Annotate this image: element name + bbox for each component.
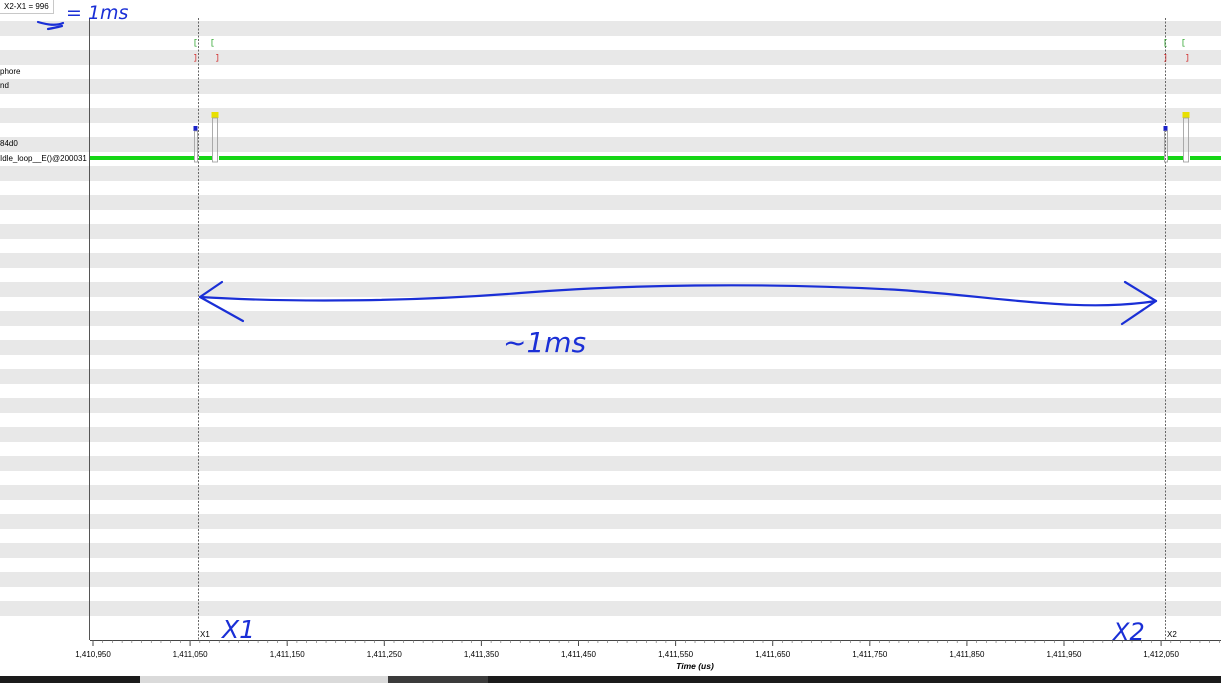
- handwritten-annotations: [36, 20, 1158, 326]
- row-stripe: [0, 340, 1221, 355]
- time-tick-label: 1,411,650: [755, 650, 791, 659]
- time-tick-label: 1,411,350: [463, 650, 499, 659]
- row-stripes: [0, 21, 1221, 616]
- idle-loop-trace-segment[interactable]: [1168, 156, 1183, 160]
- row-stripe: [0, 282, 1221, 297]
- time-axis-minor-ticks: [92, 640, 1220, 646]
- row-stripe: [0, 427, 1221, 442]
- row-label-semaphore[interactable]: phore: [0, 67, 21, 76]
- horizontal-scrollbar-segment: [388, 676, 488, 683]
- handwritten-arrow-icon: [36, 20, 65, 31]
- blue-task-marker[interactable]: [193, 126, 198, 131]
- red-bracket-marker[interactable]: ]: [193, 54, 198, 63]
- row-stripe: [0, 456, 1221, 471]
- task-pulse-outline[interactable]: [1164, 130, 1168, 163]
- idle-loop-trace-segment[interactable]: [219, 156, 1164, 160]
- row-stripe: [0, 166, 1221, 181]
- horizontal-scrollbar-thumb[interactable]: [140, 676, 388, 683]
- time-axis-title: Time (us): [676, 661, 714, 671]
- time-tick-label: 1,411,450: [561, 650, 596, 659]
- yellow-task-marker[interactable]: [1182, 112, 1190, 118]
- row-stripe: [0, 195, 1221, 210]
- horizontal-scrollbar-track[interactable]: [0, 676, 1221, 683]
- row-stripe: [0, 514, 1221, 529]
- time-tick-label: 1,411,250: [366, 650, 402, 659]
- green-bracket-marker[interactable]: [: [210, 39, 215, 48]
- row-stripe: [0, 485, 1221, 500]
- row-label-nd[interactable]: nd: [0, 81, 9, 90]
- cursor-x2-label[interactable]: X2: [1167, 630, 1177, 639]
- handwritten-arrowhead-right-icon: [1120, 280, 1158, 326]
- handwritten-x1-note: X1: [220, 615, 255, 644]
- task-pulse-outline[interactable]: [1183, 117, 1189, 163]
- time-tick-label: 1,411,150: [269, 650, 305, 659]
- red-bracket-marker[interactable]: ]: [215, 54, 220, 63]
- task-pulse-outline[interactable]: [212, 117, 218, 163]
- yellow-task-marker[interactable]: [211, 112, 219, 118]
- time-tick-label: 1,411,850: [949, 650, 985, 659]
- row-stripe: [0, 369, 1221, 384]
- blue-task-marker[interactable]: [1163, 126, 1168, 131]
- row-label-idle-loop[interactable]: Idle_loop__E()@200031: [0, 154, 87, 163]
- row-stripe: [0, 21, 1221, 36]
- row-stripe: [0, 50, 1221, 65]
- time-tick-label: 1,412,050: [1143, 650, 1179, 659]
- cursor-x1-label[interactable]: X1: [200, 630, 210, 639]
- time-tick-label: 1,410,950: [75, 650, 111, 659]
- time-tick-label: 1,411,050: [172, 650, 208, 659]
- row-stripe: [0, 79, 1221, 94]
- row-stripe: [0, 398, 1221, 413]
- row-stripe: [0, 137, 1221, 152]
- idle-loop-trace-segment[interactable]: [199, 156, 212, 160]
- cursor-delta-readout: X2-X1 = 996: [0, 0, 54, 14]
- red-bracket-marker[interactable]: ]: [1163, 54, 1168, 63]
- task-pulse-outline[interactable]: [194, 130, 198, 163]
- row-stripe: [0, 572, 1221, 587]
- row-stripe: [0, 311, 1221, 326]
- idle-loop-trace-segment[interactable]: [1190, 156, 1221, 160]
- green-bracket-marker[interactable]: [: [193, 39, 198, 48]
- idle-loop-trace-segment[interactable]: [90, 156, 194, 160]
- row-stripe: [0, 601, 1221, 616]
- handwritten-span-note: ~1ms: [503, 326, 586, 359]
- row-stripe: [0, 543, 1221, 558]
- handwritten-span-arrow-icon: [198, 284, 1158, 307]
- row-stripe: [0, 108, 1221, 123]
- green-bracket-marker[interactable]: [: [1181, 39, 1186, 48]
- green-bracket-marker[interactable]: [: [1163, 39, 1168, 48]
- row-stripe: [0, 253, 1221, 268]
- handwritten-x2-note: X2: [1111, 618, 1145, 646]
- time-tick-label: 1,411,750: [852, 650, 888, 659]
- row-stripe: [0, 224, 1221, 239]
- handwritten-equals-note: = 1ms: [66, 2, 129, 24]
- handwritten-arrowhead-left-icon: [198, 280, 245, 323]
- red-bracket-marker[interactable]: ]: [1185, 54, 1190, 63]
- time-tick-label: 1,411,950: [1046, 650, 1082, 659]
- time-tick-label: 1,411,550: [658, 650, 694, 659]
- row-label-84d0[interactable]: 84d0: [0, 139, 18, 148]
